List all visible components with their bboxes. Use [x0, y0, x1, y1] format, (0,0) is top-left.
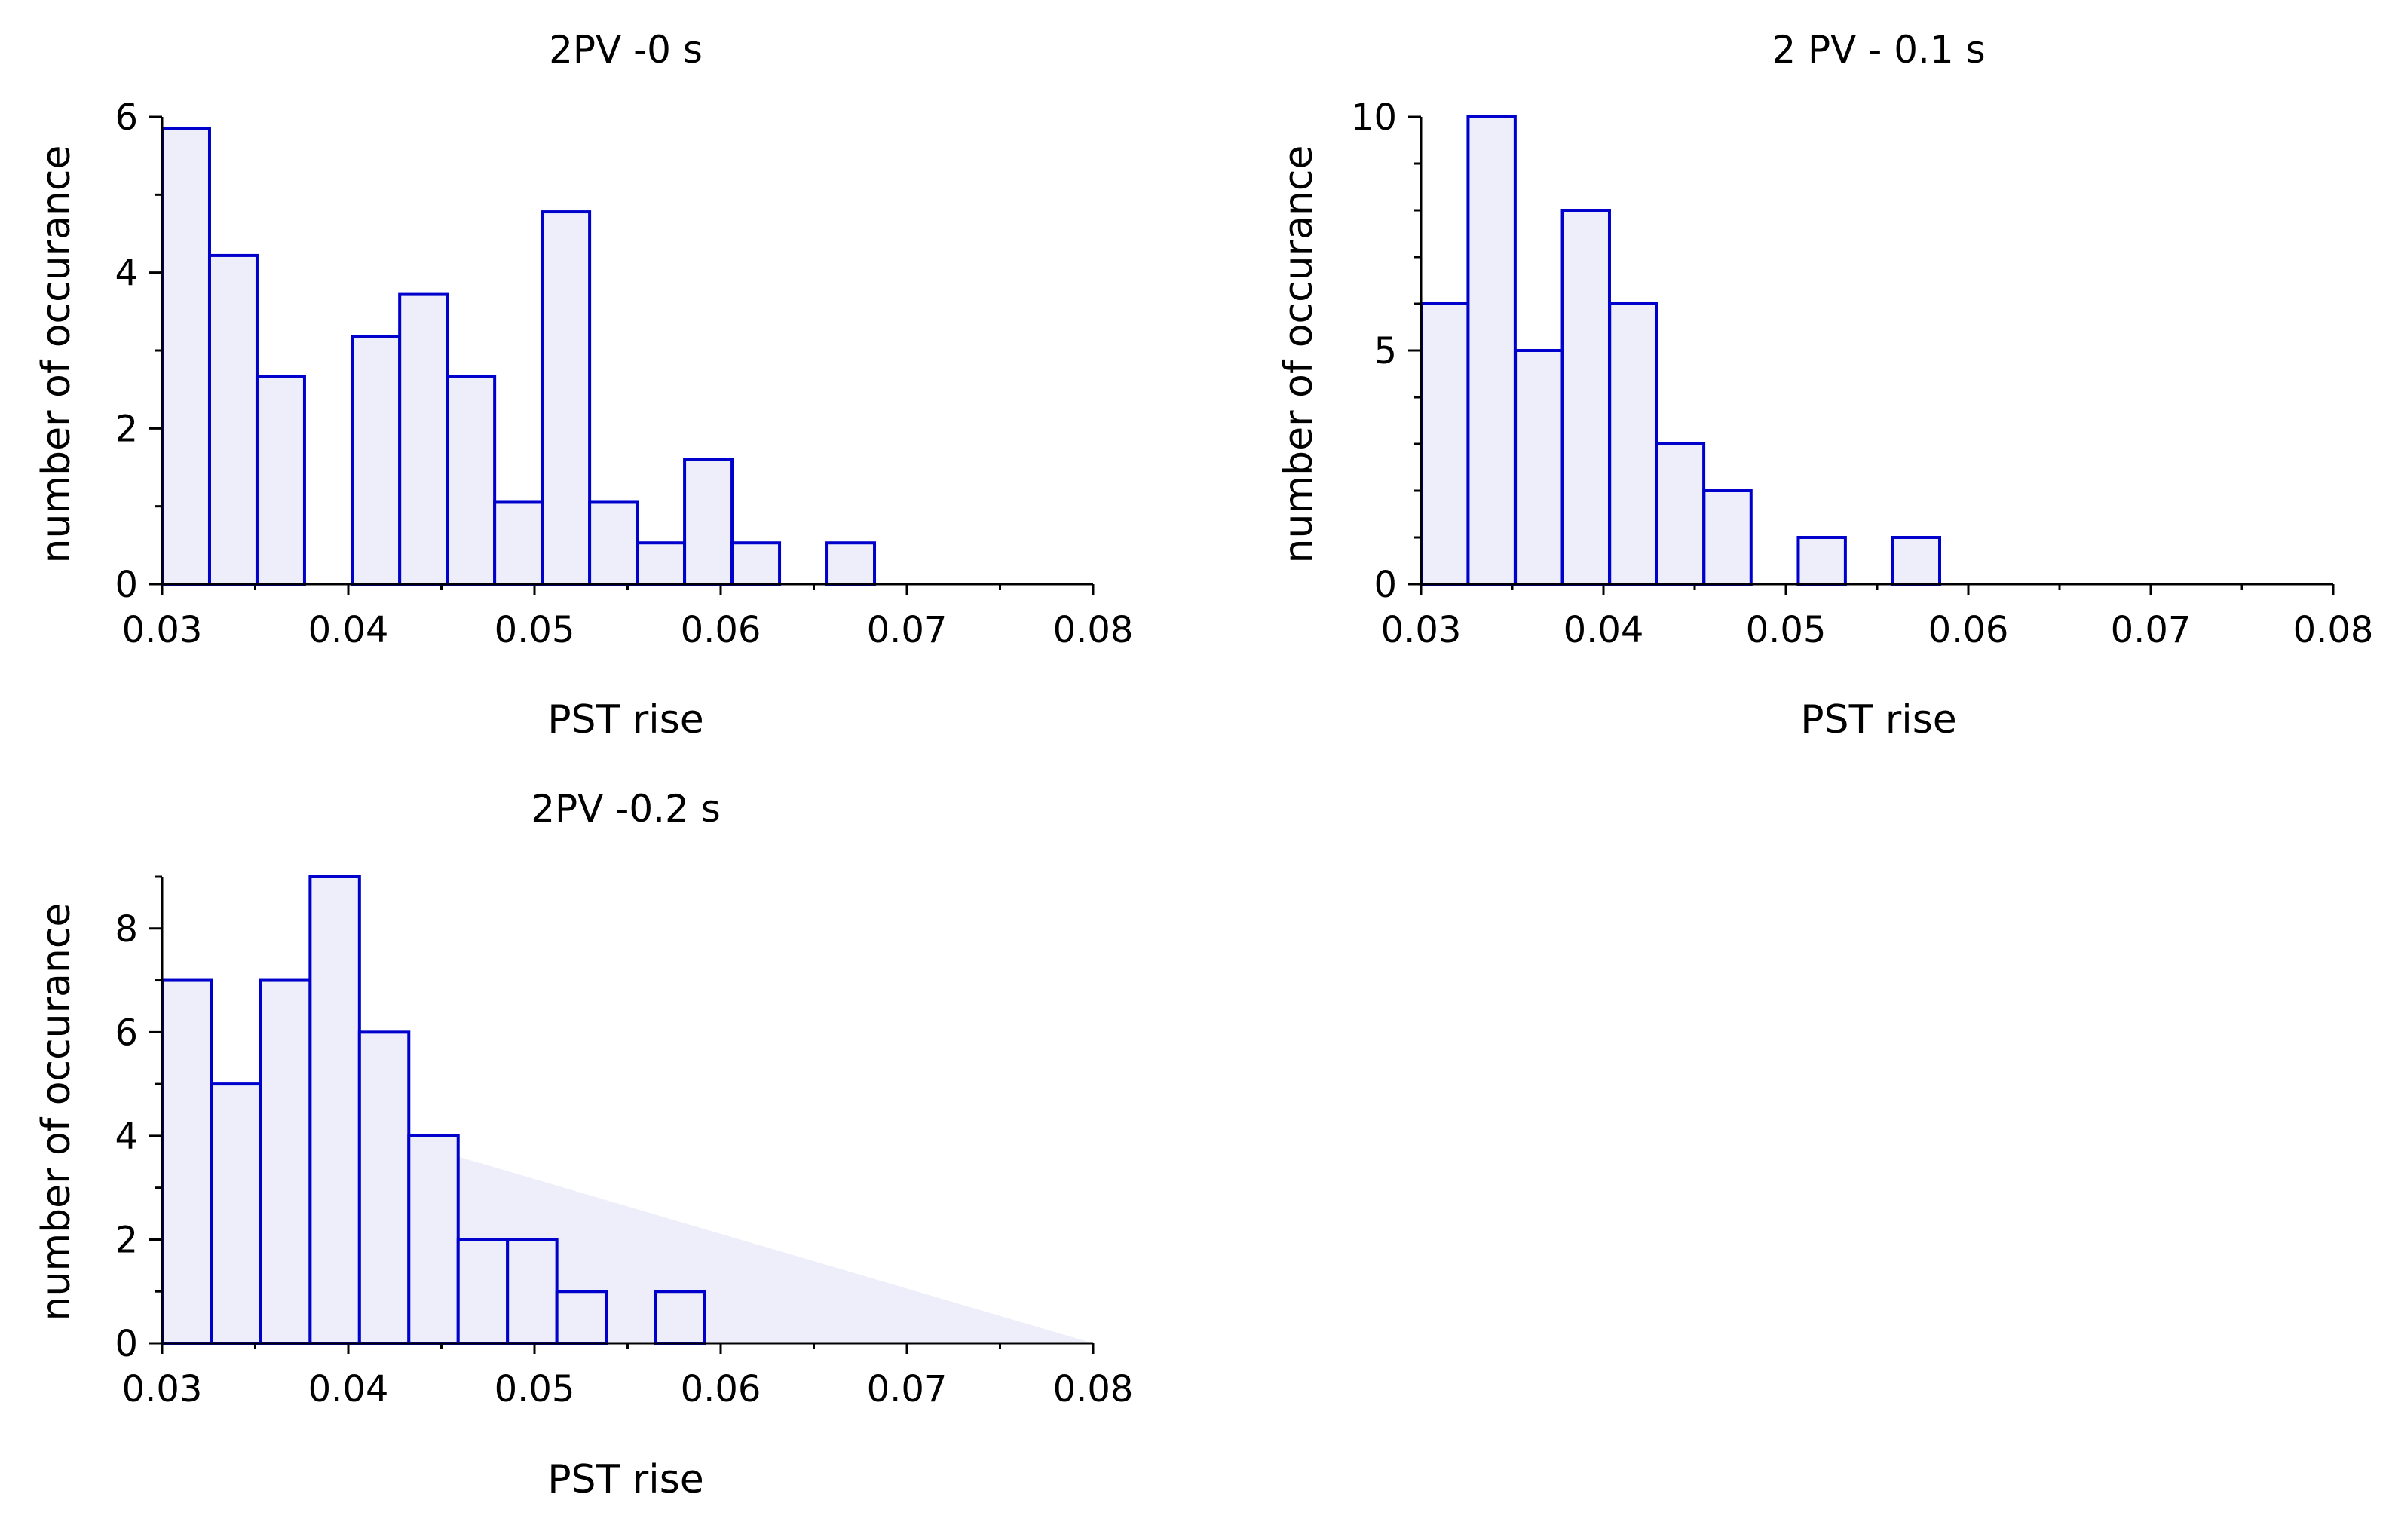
- histogram-bar: [1466, 115, 1517, 586]
- x-tick-label: 0.08: [1053, 1368, 1134, 1410]
- histogram-bar: [1796, 536, 1847, 586]
- histogram-bar: [207, 253, 259, 586]
- axes-layer: 0.03 0.04 0.05 0.06 0.07 0.08 0 2 4 6 8: [115, 875, 1134, 1410]
- histogram-bar: [398, 292, 449, 586]
- histogram-bar: [1702, 489, 1753, 586]
- histogram-bar: [1514, 349, 1564, 586]
- chart-title: 2PV -0 s: [549, 28, 703, 72]
- x-tick-label: 0.05: [1746, 609, 1827, 651]
- histogram-bar: [555, 1290, 608, 1345]
- y-tick-label: 0: [115, 1323, 138, 1365]
- y-tick-label: 2: [115, 408, 138, 450]
- x-tick-label: 0.06: [681, 1368, 761, 1410]
- y-tick-label: 4: [115, 1116, 138, 1158]
- x-tick-label: 0.03: [122, 609, 203, 651]
- histogram-bar: [446, 375, 497, 586]
- x-tick-label: 0.05: [495, 1368, 575, 1410]
- y-tick-label: 0: [115, 564, 138, 606]
- histogram-bar: [210, 1082, 262, 1345]
- histogram-bar: [351, 335, 402, 586]
- histogram-bar: [825, 541, 877, 586]
- y-tick-label: 2: [115, 1219, 138, 1261]
- y-tick-label: 5: [1374, 330, 1397, 372]
- x-axis-label: PST rise: [547, 1457, 704, 1502]
- histogram-bar: [308, 875, 361, 1345]
- x-tick-label: 0.04: [1564, 609, 1644, 651]
- x-axis-label: PST rise: [547, 697, 704, 742]
- y-tick-label: 0: [1374, 564, 1397, 606]
- histogram-bar: [161, 127, 211, 586]
- histogram-bar: [456, 1238, 510, 1346]
- histogram-bar: [588, 500, 639, 586]
- histogram-bar: [1891, 536, 1942, 586]
- histogram-2pv-0s: 2PV -0 s PST rise number of occurance 0.…: [34, 28, 1133, 742]
- histogram-bar: [1420, 302, 1470, 586]
- x-tick-label: 0.07: [867, 609, 948, 651]
- y-tick-label: 10: [1351, 96, 1397, 139]
- histogram-2pv-0-2s: 2PV -0.2 s PST rise number of occurance …: [34, 787, 1133, 1502]
- x-tick-label: 0.06: [681, 609, 761, 651]
- histogram-bar: [407, 1134, 460, 1346]
- histogram-bar: [541, 210, 592, 586]
- histogram-bar: [1560, 209, 1611, 586]
- chart-title: 2PV -0.2 s: [531, 787, 721, 831]
- x-tick-label: 0.04: [308, 609, 389, 651]
- chart-title: 2 PV - 0.1 s: [1772, 28, 1985, 72]
- histogram-bar: [259, 978, 312, 1345]
- y-tick-label: 4: [115, 253, 138, 295]
- x-axis-label: PST rise: [1800, 697, 1957, 742]
- histogram-bar: [493, 500, 544, 586]
- bars-layer: [1420, 115, 1942, 586]
- y-axis-label: number of occurance: [34, 145, 79, 564]
- histogram-2pv-0-1s: 2 PV - 0.1 s PST rise number of occuranc…: [1276, 28, 2373, 742]
- histogram-bar: [730, 541, 782, 586]
- histogram-bar: [636, 541, 687, 586]
- x-tick-label: 0.08: [1053, 609, 1134, 651]
- x-tick-label: 0.03: [122, 1368, 203, 1410]
- x-tick-label: 0.03: [1381, 609, 1462, 651]
- y-tick-label: 6: [115, 96, 138, 139]
- histogram-bar: [255, 375, 306, 586]
- x-tick-label: 0.07: [867, 1368, 948, 1410]
- shaded-wedge: [458, 1156, 1093, 1343]
- x-tick-label: 0.04: [308, 1368, 389, 1410]
- y-tick-label: 6: [115, 1012, 138, 1054]
- histogram-bar: [161, 978, 213, 1345]
- x-tick-label: 0.06: [1928, 609, 2009, 651]
- bars-layer: [161, 875, 707, 1346]
- y-axis-label: number of occurance: [1276, 145, 1322, 564]
- histogram-bar: [1608, 302, 1658, 586]
- x-tick-label: 0.05: [495, 609, 575, 651]
- x-tick-label: 0.07: [2111, 609, 2191, 651]
- axes-layer: 0.03 0.04 0.05 0.06 0.07 0.08 0 5 10: [1351, 96, 2374, 651]
- histogram-bar: [506, 1238, 559, 1346]
- histogram-bar: [1655, 442, 1706, 586]
- histogram-bar: [654, 1290, 707, 1345]
- histogram-bar: [357, 1030, 411, 1346]
- bars-layer: [161, 127, 877, 586]
- axes-layer: 0.03 0.04 0.05 0.06 0.07 0.08 0 2 4 6: [115, 96, 1133, 651]
- wedge-layer: [458, 1156, 1093, 1343]
- histogram-bar: [683, 458, 734, 586]
- x-tick-label: 0.08: [2293, 609, 2374, 651]
- y-tick-label: 8: [115, 908, 138, 951]
- y-axis-label: number of occurance: [34, 903, 79, 1321]
